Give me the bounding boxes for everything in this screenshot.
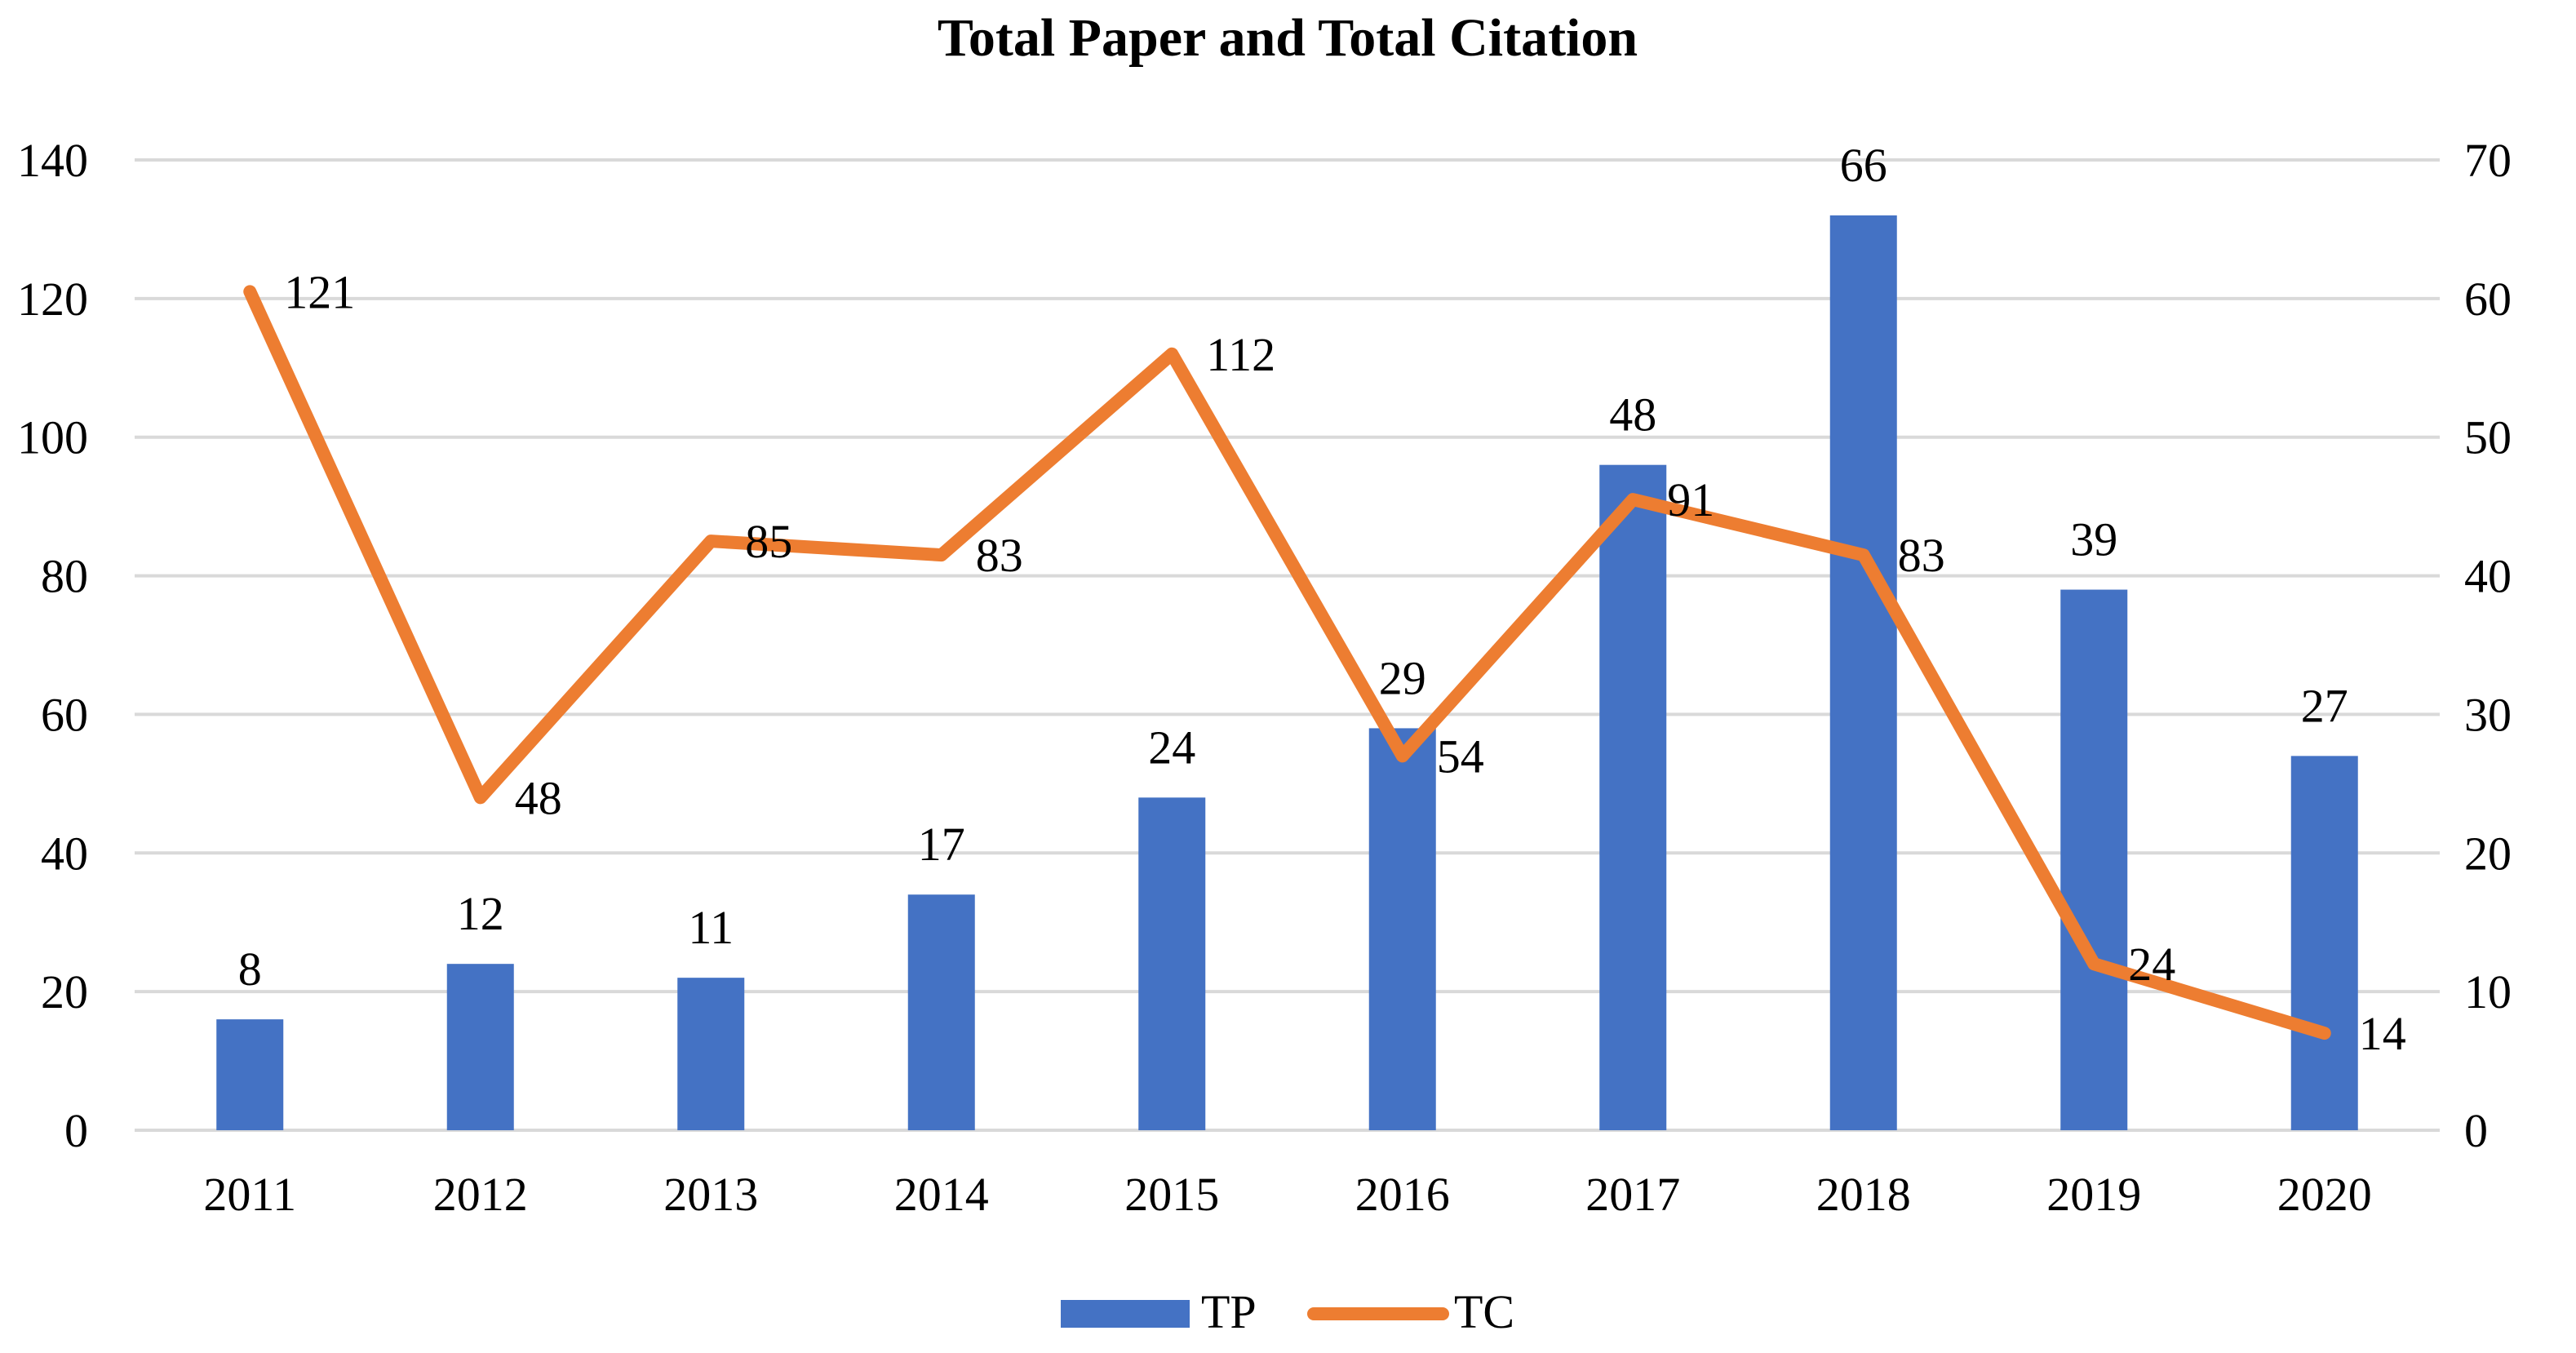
x-axis-tick-label: 2020 <box>2277 1168 2372 1221</box>
tp-data-label: 12 <box>457 887 504 940</box>
tp-data-label: 17 <box>918 818 965 871</box>
legend-tp-swatch <box>1061 1300 1190 1328</box>
tp-bar <box>1368 728 1436 1130</box>
tp-data-label: 8 <box>238 943 262 996</box>
left-axis-tick-label: 40 <box>41 827 88 880</box>
tc-line <box>243 285 2331 1040</box>
tp-bar <box>1829 215 1897 1130</box>
tp-data-label: 48 <box>1609 388 1656 441</box>
right-axis-tick-label: 70 <box>2464 134 2512 187</box>
left-axis-tick-label: 80 <box>41 550 88 603</box>
x-axis-tick-label: 2016 <box>1355 1168 1450 1221</box>
tp-data-label: 11 <box>688 901 734 954</box>
right-axis-tick-label: 50 <box>2464 411 2512 464</box>
tp-bar <box>2060 589 2128 1130</box>
left-axis-tick-label: 20 <box>41 965 88 1018</box>
axis-tick-labels: 0 20 40 60 80 100 120 140 0 10 20 30 40 50 60 70 2011 201… <box>17 134 2512 1221</box>
tp-data-label: 66 <box>1840 139 1887 192</box>
left-axis-tick-label: 60 <box>41 688 88 741</box>
right-axis-tick-label: 10 <box>2464 965 2512 1018</box>
right-axis-tick-label: 40 <box>2464 550 2512 603</box>
tc-data-label: 83 <box>1898 529 1945 582</box>
right-axis-tick-label: 30 <box>2464 688 2512 741</box>
tc-data-label: 48 <box>515 771 562 824</box>
chart-title: Total Paper and Total Citation <box>938 8 1638 68</box>
legend-tp-label: TP <box>1201 1285 1257 1338</box>
right-axis-tick-label: 60 <box>2464 273 2512 326</box>
gridlines <box>135 158 2440 1132</box>
tp-bar <box>677 978 745 1130</box>
tp-data-label: 39 <box>2070 513 2117 566</box>
x-axis-tick-label: 2015 <box>1124 1168 1219 1221</box>
tc-data-label: 112 <box>1206 328 1275 381</box>
tc-line-series <box>243 285 2331 1040</box>
left-axis-tick-label: 140 <box>17 134 88 187</box>
legend-tc-label: TC <box>1454 1285 1514 1338</box>
data-labels: 8 12 11 17 24 29 48 66 39 27 121 48 85 83 112 54 91 83 24 1… <box>238 139 2406 1060</box>
tc-data-label: 83 <box>976 529 1023 582</box>
legend: TP TC <box>1061 1285 1514 1338</box>
x-axis-tick-label: 2014 <box>894 1168 989 1221</box>
left-axis-tick-label: 0 <box>64 1104 88 1157</box>
tp-bar <box>907 894 975 1130</box>
tp-bars <box>216 215 2358 1130</box>
right-axis-tick-label: 0 <box>2464 1104 2488 1157</box>
left-axis-tick-label: 120 <box>17 273 88 326</box>
x-axis-tick-label: 2018 <box>1816 1168 1911 1221</box>
tc-data-label: 91 <box>1667 473 1714 526</box>
tc-data-label: 85 <box>745 515 792 568</box>
right-axis-tick-label: 20 <box>2464 827 2512 880</box>
tc-data-label: 14 <box>2359 1007 2406 1060</box>
x-axis-tick-label: 2019 <box>2046 1168 2141 1221</box>
x-axis-tick-label: 2012 <box>433 1168 528 1221</box>
tp-bar <box>1599 464 1667 1130</box>
tp-bar <box>216 1019 284 1130</box>
x-axis-tick-label: 2013 <box>663 1168 758 1221</box>
tp-bar <box>1138 797 1206 1130</box>
tc-data-label: 121 <box>284 265 355 318</box>
tc-data-label: 24 <box>2128 938 2175 991</box>
tp-data-label: 29 <box>1379 651 1426 704</box>
tp-data-label: 24 <box>1148 721 1195 774</box>
tp-data-label: 27 <box>2301 679 2348 732</box>
x-axis-tick-label: 2011 <box>203 1168 296 1221</box>
tp-bar <box>2290 756 2358 1130</box>
left-axis-tick-label: 100 <box>17 411 88 464</box>
x-axis-tick-label: 2017 <box>1585 1168 1680 1221</box>
tp-bar <box>446 964 514 1130</box>
tc-data-label: 54 <box>1437 730 1484 783</box>
